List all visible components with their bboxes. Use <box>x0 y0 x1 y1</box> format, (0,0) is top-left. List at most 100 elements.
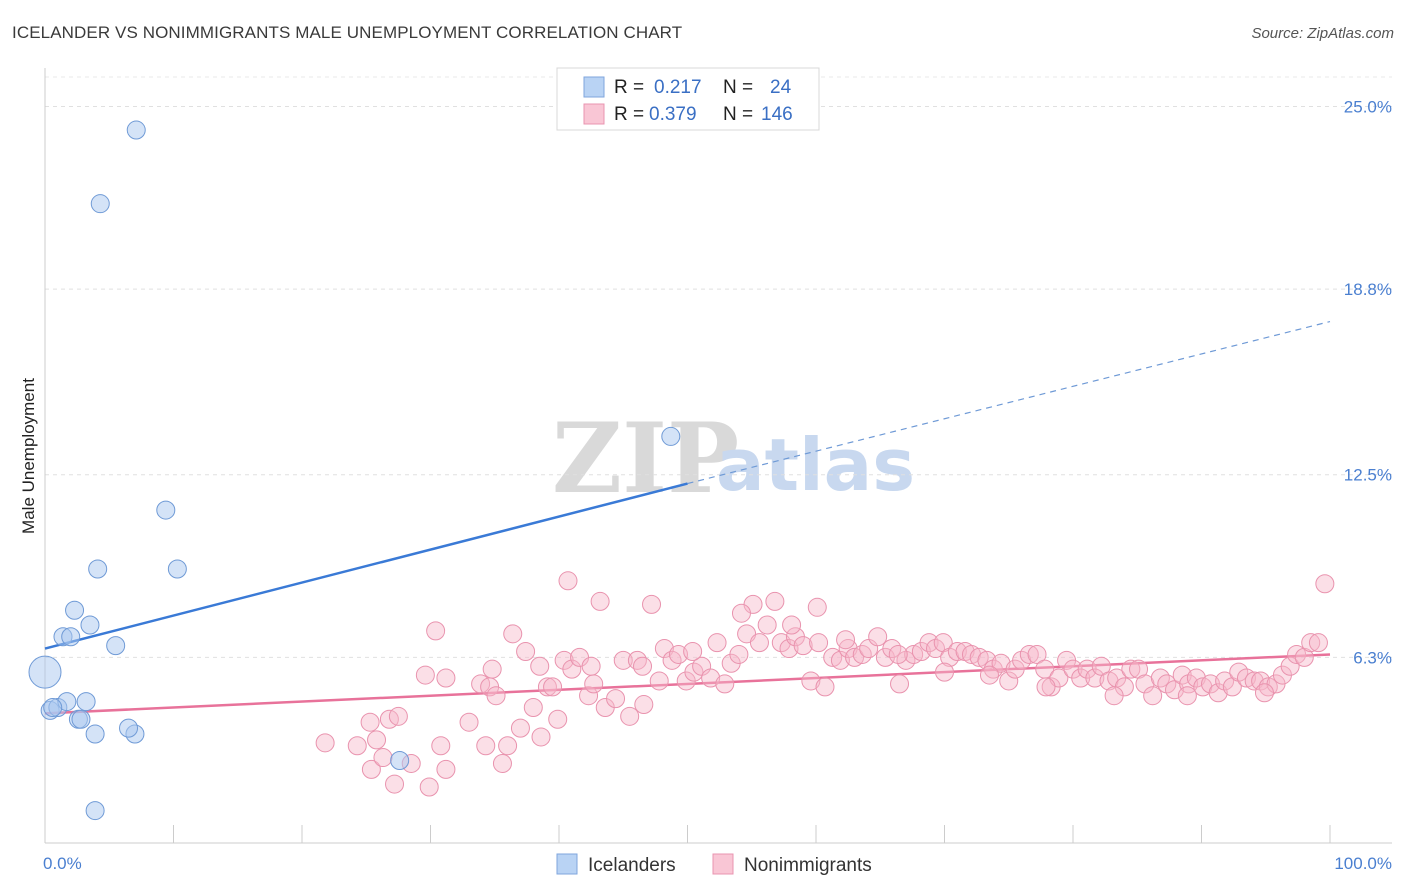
nonimmigrants-point-4 <box>373 748 393 768</box>
legend-r-value-1: 0.217 <box>654 77 702 98</box>
nonimmigrants-point-146 <box>683 642 703 661</box>
nonimmigrants-point-54 <box>749 633 769 653</box>
nonimmigrants-point-141 <box>935 662 954 682</box>
nonimmigrants-point-74 <box>896 650 916 670</box>
icelanders-point-2 <box>28 655 62 689</box>
nonimmigrants-point-22 <box>516 642 536 661</box>
legend-swatch-nonimmigrants <box>583 103 605 125</box>
nonimmigrants-point-62 <box>809 633 829 653</box>
series-label-nonimmigrants: Nonimmigrants <box>744 855 872 876</box>
nonimmigrants-point-100 <box>1085 668 1105 688</box>
x-tick-label-min: 0.0% <box>43 854 82 873</box>
x-tick-labels: 0.0% 100.0% <box>43 854 1392 873</box>
nonimmigrants-point-145 <box>731 603 751 623</box>
correlation-legend: R = 0.217 N = 24 R = 0.379 N = 146 <box>556 67 820 131</box>
nonimmigrants-point-105 <box>1121 659 1141 679</box>
nonimmigrants-point-147 <box>633 656 653 676</box>
legend-r-label-1: R = <box>614 77 644 98</box>
nonimmigrants-point-70 <box>868 627 888 647</box>
nonimmigrants-point-12 <box>436 759 456 779</box>
nonimmigrants-point-140 <box>979 665 999 685</box>
nonimmigrants-point-38 <box>634 695 654 715</box>
nonimmigrants-point-87 <box>991 653 1011 673</box>
nonimmigrants-point-37 <box>627 650 647 670</box>
nonimmigrants-point-127 <box>1280 656 1300 676</box>
nonimmigrants-point-91 <box>1019 644 1039 664</box>
nonimmigrants-point-40 <box>649 671 669 691</box>
nonimmigrants-point-132 <box>1315 574 1335 594</box>
nonimmigrants-point-56 <box>765 591 785 611</box>
nonimmigrants-point-133 <box>558 571 578 591</box>
nonimmigrants-point-84 <box>969 647 989 667</box>
nonimmigrants-point-134 <box>590 591 610 611</box>
watermark-atlas: atlas <box>716 423 915 507</box>
grid-lines <box>45 76 1392 658</box>
nonimmigrants-point-65 <box>830 650 850 670</box>
nonimmigrants-point-25 <box>537 677 557 697</box>
legend-n-value-1: 24 <box>770 77 792 98</box>
icelanders-point-7 <box>71 709 91 729</box>
icelanders-trend-extension <box>687 320 1331 485</box>
data-points <box>28 120 1335 821</box>
icelanders-point-15 <box>80 615 100 635</box>
nonimmigrants-point-150 <box>482 659 502 679</box>
nonimmigrants-point-64 <box>823 647 843 667</box>
icelanders-point-14 <box>61 627 81 647</box>
nonimmigrants-point-137 <box>1177 686 1197 706</box>
y-axis-label: Male Unemployment <box>19 378 38 534</box>
nonimmigrants-point-138 <box>1104 686 1124 706</box>
nonimmigrants-point-128 <box>1287 644 1307 664</box>
nonimmigrants-point-144 <box>782 615 802 635</box>
nonimmigrants-point-117 <box>1208 683 1228 703</box>
nonimmigrants-point-32 <box>584 674 604 694</box>
legend-swatch-icelanders <box>583 76 605 98</box>
nonimmigrants-point-15 <box>476 736 496 756</box>
nonimmigrants-point-35 <box>613 650 633 670</box>
nonimmigrants-point-8 <box>415 665 435 685</box>
icelanders-point-22 <box>85 801 105 821</box>
nonimmigrants-point-110 <box>1157 674 1177 694</box>
nonimmigrants-point-48 <box>707 633 727 653</box>
y-tick-labels: 25.0% 18.8% 12.5% 6.3% <box>1344 97 1392 667</box>
nonimmigrants-point-10 <box>426 621 446 641</box>
series-swatch-nonimmigrants <box>712 853 734 875</box>
icelanders-point-19 <box>156 500 176 520</box>
nonimmigrants-point-60 <box>793 636 813 656</box>
nonimmigrants-point-6 <box>385 774 405 794</box>
icelanders-point-21 <box>390 751 410 771</box>
y-tick-label-0: 25.0% <box>1344 97 1392 116</box>
nonimmigrants-point-19 <box>498 736 518 756</box>
nonimmigrants-point-49 <box>715 674 735 694</box>
icelanders-point-17 <box>88 559 108 579</box>
nonimmigrants-point-17 <box>486 686 506 706</box>
nonimmigrants-point-88 <box>999 671 1019 691</box>
icelanders-point-12 <box>65 600 85 620</box>
nonimmigrants-point-142 <box>888 644 908 664</box>
icelanders-point-0 <box>126 120 146 140</box>
nonimmigrants-point-21 <box>510 718 530 738</box>
nonimmigrants-point-101 <box>1091 656 1111 676</box>
nonimmigrants-point-149 <box>530 656 550 676</box>
nonimmigrants-point-81 <box>947 642 967 661</box>
nonimmigrants-point-20 <box>503 624 523 644</box>
nonimmigrants-point-139 <box>1036 677 1056 697</box>
nonimmigrants-point-2 <box>361 759 381 779</box>
legend-n-label-1: N = <box>723 77 753 98</box>
nonimmigrants-point-78 <box>926 639 946 659</box>
nonimmigrants-point-118 <box>1215 671 1235 691</box>
nonimmigrants-point-18 <box>492 753 512 773</box>
nonimmigrants-point-57 <box>771 633 791 653</box>
series-label-icelanders: Icelanders <box>588 855 676 876</box>
nonimmigrants-point-143 <box>836 630 856 650</box>
nonimmigrants-point-148 <box>581 656 601 676</box>
nonimmigrants-point-11 <box>431 736 451 756</box>
nonimmigrants-point-111 <box>1165 680 1185 700</box>
icelanders-point-20 <box>661 426 681 446</box>
nonimmigrants-point-45 <box>684 662 704 682</box>
nonimmigrants-point-26 <box>543 677 563 697</box>
nonimmigrants-point-108 <box>1143 686 1163 706</box>
icelanders-point-8 <box>76 692 96 712</box>
nonimmigrants-point-34 <box>606 689 626 709</box>
y-tick-label-1: 18.8% <box>1344 280 1392 299</box>
nonimmigrants-point-31 <box>579 686 599 706</box>
